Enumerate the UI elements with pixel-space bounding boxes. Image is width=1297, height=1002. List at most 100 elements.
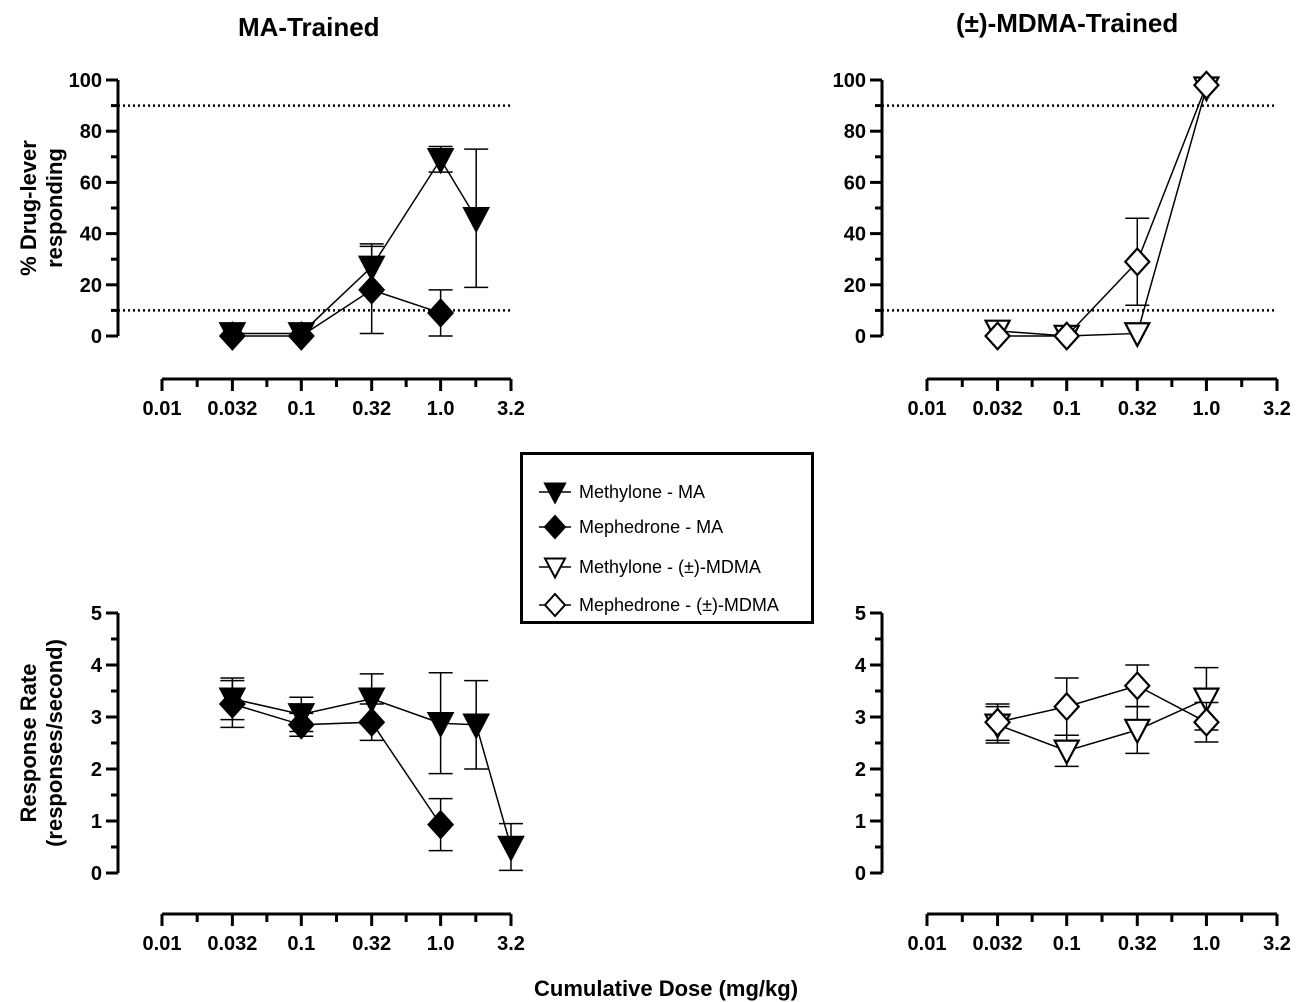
data-point <box>426 148 455 175</box>
series-mephedrone-ma <box>218 679 455 852</box>
data-point <box>1123 718 1152 745</box>
legend-symbol <box>543 482 567 505</box>
series-methylone-ma <box>218 672 525 872</box>
y-tick-label: 0 <box>855 326 866 348</box>
legend-label-methylone-ma: Methylone - MA <box>579 481 706 502</box>
y-tick-label: 40 <box>844 224 866 246</box>
data-point <box>427 809 455 840</box>
data-point <box>1192 687 1221 714</box>
series-line <box>997 698 1207 752</box>
series-line <box>232 289 441 337</box>
x-axis-label: Cumulative Dose (mg/kg) <box>534 976 799 1001</box>
data-point <box>462 206 491 234</box>
x-tick-label: 0.1 <box>1053 933 1081 955</box>
y-tick-label: 3 <box>855 707 866 729</box>
y-tick-label: 0 <box>91 326 102 348</box>
y-axis-label-line: Response Rate <box>16 664 41 823</box>
y-axis-label: % Drug-leverresponding <box>16 140 67 276</box>
legend: Methylone - MA Mephedrone - MA Methylone… <box>520 452 814 624</box>
y-tick-label: 2 <box>855 759 866 781</box>
x-tick-label: 1.0 <box>1193 398 1221 420</box>
data-point <box>358 707 386 738</box>
y-tick-label: 1 <box>91 811 102 833</box>
series-mephedrone-ma <box>218 245 455 351</box>
x-tick-label: 0.032 <box>207 933 257 955</box>
x-tick-label: 0.32 <box>352 933 391 955</box>
series-line <box>232 698 512 848</box>
data-point <box>984 707 1012 738</box>
y-tick-label: 2 <box>91 759 102 781</box>
legend-item-mephedrone-mdma: Mephedrone - (±)-MDMA <box>535 590 779 620</box>
data-point <box>357 687 386 714</box>
data-point <box>462 713 491 740</box>
legend-marker-methylone-ma <box>539 482 571 505</box>
series-line <box>997 684 1207 723</box>
legend-label-methylone-mdma: Methylone - (±)-MDMA <box>579 556 761 577</box>
y-tick-label: 100 <box>69 70 102 92</box>
data-point <box>287 321 315 351</box>
x-tick-label: 0.032 <box>973 933 1023 955</box>
legend-label-mephedrone-ma: Mephedrone - MA <box>579 516 724 537</box>
data-point <box>427 298 455 328</box>
data-point <box>1053 691 1081 722</box>
x-tick-label: 0.032 <box>207 398 257 420</box>
series-mephedrone-mdma <box>984 70 1220 351</box>
legend-symbol <box>543 514 567 540</box>
legend-item-mephedrone-ma: Mephedrone - MA <box>535 512 723 542</box>
y-axis-label-line: (responses/second) <box>42 639 67 847</box>
legend-marker-methylone-mdma <box>539 557 571 580</box>
series-line <box>997 87 1208 337</box>
x-tick-label: 0.1 <box>1053 398 1081 420</box>
x-tick-label: 0.032 <box>973 398 1023 420</box>
series-methylone-mdma <box>983 76 1221 351</box>
legend-marker-mephedrone-mdma <box>539 592 571 618</box>
data-point <box>1053 321 1081 351</box>
data-point <box>218 689 246 719</box>
x-tick-label: 0.01 <box>143 933 182 955</box>
y-tick-label: 40 <box>80 224 102 246</box>
legend-item-methylone-ma: Methylone - MA <box>535 477 705 507</box>
legend-label-mephedrone-mdma: Mephedrone - (±)-MDMA <box>579 594 779 615</box>
y-tick-label: 1 <box>855 811 866 833</box>
x-tick-label: 1.0 <box>427 933 455 955</box>
x-tick-label: 1.0 <box>1193 933 1221 955</box>
chart-mdma-response-rate: 0 1 2 3 4 5 0.01 0.032 0.1 0.32 1.0 3.2 <box>855 603 1291 955</box>
data-point <box>358 275 386 305</box>
x-tick-label: 0.32 <box>1118 398 1157 420</box>
chart-ma-response-rate: 0 1 2 3 4 5 0.01 0.032 0.1 0.32 1.0 3.2 Response Rat… <box>16 603 525 955</box>
y-tick-label: 0 <box>91 863 102 885</box>
y-tick-label: 100 <box>833 70 866 92</box>
x-tick-label: 0.32 <box>1118 933 1157 955</box>
data-point <box>287 709 315 740</box>
y-tick-label: 20 <box>80 275 102 297</box>
y-tick-label: 60 <box>844 172 866 194</box>
chart-ma-drug-lever: 0 20 40 60 80 100 0.01 0.032 0.1 0.32 1.0 3.2 % Drug… <box>16 70 525 420</box>
x-tick-label: 3.2 <box>1263 398 1291 420</box>
data-point <box>1123 246 1151 277</box>
x-tick-label: 0.01 <box>908 933 947 955</box>
series-line <box>997 84 1208 337</box>
title-mdma-trained: (±)-MDMA-Trained <box>956 8 1179 38</box>
y-tick-label: 20 <box>844 275 866 297</box>
data-point <box>218 321 246 351</box>
data-point <box>1192 707 1220 738</box>
x-tick-label: 1.0 <box>427 398 455 420</box>
y-tick-label: 5 <box>855 603 866 625</box>
x-tick-label: 3.2 <box>497 933 525 955</box>
y-tick-label: 0 <box>855 863 866 885</box>
y-tick-label: 5 <box>91 603 102 625</box>
series-mephedrone-mdma <box>984 664 1220 743</box>
x-tick-label: 0.1 <box>287 398 315 420</box>
y-tick-label: 80 <box>80 121 102 143</box>
y-axis-label: Response Rate(responses/second) <box>16 639 67 847</box>
y-tick-label: 60 <box>80 172 102 194</box>
legend-symbol <box>543 592 567 618</box>
y-tick-label: 4 <box>855 655 867 677</box>
x-tick-label: 0.1 <box>287 933 315 955</box>
x-tick-label: 0.01 <box>143 398 182 420</box>
y-tick-label: 3 <box>91 707 102 729</box>
legend-symbol <box>543 557 567 580</box>
data-point <box>1123 322 1152 349</box>
x-tick-label: 0.32 <box>352 398 391 420</box>
data-point <box>984 321 1012 351</box>
